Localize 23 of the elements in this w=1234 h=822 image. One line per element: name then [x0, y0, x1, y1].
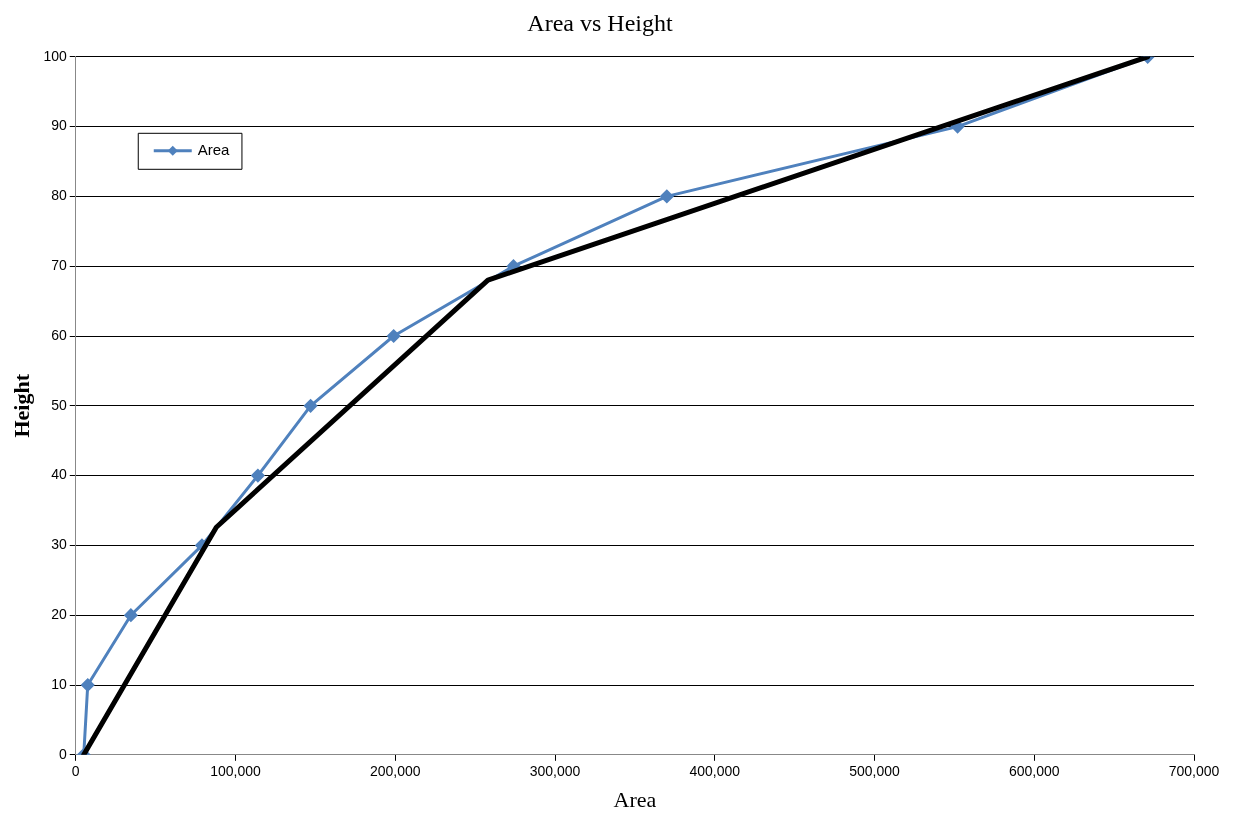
x-axis-title: Area — [613, 786, 657, 812]
y-tick-label: 60 — [51, 326, 67, 343]
legend-label: Area — [197, 140, 231, 158]
y-tick-label: 70 — [51, 257, 67, 274]
x-tick-label: 200,000 — [369, 763, 421, 780]
x-tick-label: 100,000 — [210, 763, 262, 780]
chart-title: Area vs Height — [527, 9, 673, 36]
y-tick-label: 30 — [51, 536, 67, 553]
x-tick-label: 700,000 — [1168, 763, 1220, 780]
x-tick-label: 400,000 — [689, 763, 741, 780]
y-tick-label: 90 — [51, 117, 67, 134]
y-tick-label: 50 — [51, 396, 67, 413]
y-tick-label: 10 — [51, 675, 67, 692]
x-tick-label: 300,000 — [529, 763, 581, 780]
y-tick-label: 80 — [51, 187, 67, 204]
y-tick-label: 100 — [43, 47, 67, 64]
y-tick-label: 0 — [58, 745, 67, 762]
x-tick-label: 600,000 — [1008, 763, 1060, 780]
x-tick-label: 0 — [71, 763, 80, 780]
x-tick-label: 500,000 — [849, 763, 901, 780]
y-tick-label: 20 — [51, 606, 67, 623]
y-tick-label: 40 — [51, 466, 67, 483]
y-axis-title: Height — [8, 373, 34, 438]
